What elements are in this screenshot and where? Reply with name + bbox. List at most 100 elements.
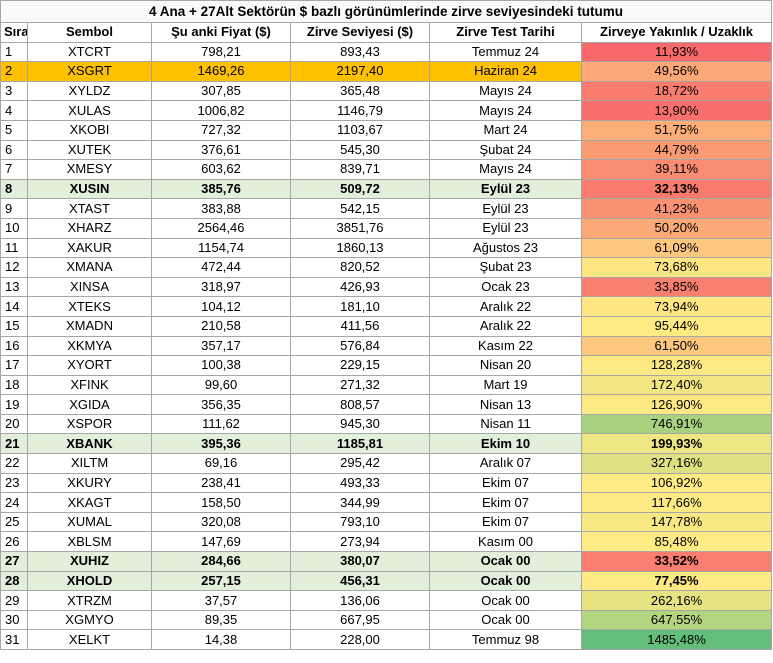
- cell-symbol[interactable]: XBLSM: [27, 531, 152, 553]
- cell-peak-test-date[interactable]: Ekim 07: [429, 472, 582, 494]
- cell-peak-test-date[interactable]: Ekim 07: [429, 511, 582, 533]
- cell-peak-test-date[interactable]: Mayıs 24: [429, 100, 582, 121]
- cell-symbol[interactable]: XYORT: [27, 355, 152, 376]
- cell-symbol[interactable]: XUSIN: [27, 178, 152, 200]
- cell-symbol[interactable]: XKMYA: [27, 335, 152, 357]
- cell-symbol[interactable]: XULAS: [27, 100, 152, 121]
- cell-peak-test-date[interactable]: Nisan 20: [429, 355, 582, 376]
- cell-distance-to-peak[interactable]: 61,09%: [580, 237, 773, 259]
- cell-symbol[interactable]: XELKT: [27, 629, 152, 650]
- cell-peak-test-date[interactable]: Eylül 23: [429, 178, 582, 200]
- header-rank[interactable]: Sıra: [0, 22, 28, 43]
- cell-current-price[interactable]: 603,62: [151, 159, 291, 180]
- cell-current-price[interactable]: 357,17: [151, 335, 291, 357]
- cell-distance-to-peak[interactable]: 77,45%: [580, 570, 773, 592]
- cell-rank[interactable]: 24: [0, 492, 28, 513]
- cell-symbol[interactable]: XMANA: [27, 257, 152, 278]
- cell-peak-test-date[interactable]: Mayıs 24: [429, 159, 582, 180]
- cell-distance-to-peak[interactable]: 51,75%: [580, 119, 773, 141]
- cell-peak-test-date[interactable]: Eylül 23: [429, 217, 582, 239]
- cell-rank[interactable]: 5: [0, 119, 28, 141]
- cell-current-price[interactable]: 472,44: [151, 257, 291, 278]
- cell-rank[interactable]: 3: [0, 80, 28, 102]
- cell-distance-to-peak[interactable]: 262,16%: [580, 590, 773, 611]
- cell-distance-to-peak[interactable]: 61,50%: [580, 335, 773, 357]
- cell-peak-test-date[interactable]: Ocak 00: [429, 551, 582, 572]
- cell-distance-to-peak[interactable]: 126,90%: [580, 394, 773, 415]
- cell-peak-level[interactable]: 945,30: [290, 413, 430, 435]
- cell-peak-test-date[interactable]: Aralık 07: [429, 453, 582, 474]
- cell-current-price[interactable]: 99,60: [151, 374, 291, 396]
- cell-peak-test-date[interactable]: Mart 19: [429, 374, 582, 396]
- cell-peak-test-date[interactable]: Temmuz 24: [429, 41, 582, 63]
- cell-current-price[interactable]: 100,38: [151, 355, 291, 376]
- cell-symbol[interactable]: XSGRT: [27, 61, 152, 82]
- cell-current-price[interactable]: 376,61: [151, 139, 291, 161]
- cell-peak-level[interactable]: 839,71: [290, 159, 430, 180]
- cell-peak-test-date[interactable]: Eylül 23: [429, 198, 582, 219]
- cell-distance-to-peak[interactable]: 1485,48%: [580, 629, 773, 650]
- cell-symbol[interactable]: XBANK: [27, 433, 152, 455]
- cell-current-price[interactable]: 727,32: [151, 119, 291, 141]
- cell-rank[interactable]: 20: [0, 413, 28, 435]
- cell-peak-level[interactable]: 893,43: [290, 41, 430, 63]
- cell-peak-test-date[interactable]: Kasım 00: [429, 531, 582, 553]
- header-symbol[interactable]: Sembol: [27, 22, 152, 43]
- cell-current-price[interactable]: 1469,26: [151, 61, 291, 82]
- cell-distance-to-peak[interactable]: 117,66%: [580, 492, 773, 513]
- cell-peak-test-date[interactable]: Nisan 11: [429, 413, 582, 435]
- cell-rank[interactable]: 29: [0, 590, 28, 611]
- cell-peak-level[interactable]: 545,30: [290, 139, 430, 161]
- header-distance-to-peak[interactable]: Zirveye Yakınlık / Uzaklık: [580, 22, 773, 43]
- cell-rank[interactable]: 14: [0, 296, 28, 317]
- cell-distance-to-peak[interactable]: 128,28%: [580, 355, 773, 376]
- cell-rank[interactable]: 2: [0, 61, 28, 82]
- cell-peak-level[interactable]: 365,48: [290, 80, 430, 102]
- cell-peak-test-date[interactable]: Ekim 07: [429, 492, 582, 513]
- cell-distance-to-peak[interactable]: 49,56%: [580, 61, 773, 82]
- cell-peak-level[interactable]: 411,56: [290, 315, 430, 337]
- cell-current-price[interactable]: 318,97: [151, 276, 291, 298]
- cell-symbol[interactable]: XKURY: [27, 472, 152, 494]
- cell-symbol[interactable]: XTEKS: [27, 296, 152, 317]
- cell-rank[interactable]: 11: [0, 237, 28, 259]
- cell-distance-to-peak[interactable]: 44,79%: [580, 139, 773, 161]
- cell-peak-level[interactable]: 1103,67: [290, 119, 430, 141]
- cell-current-price[interactable]: 89,35: [151, 609, 291, 631]
- cell-peak-test-date[interactable]: Ocak 00: [429, 570, 582, 592]
- cell-peak-level[interactable]: 808,57: [290, 394, 430, 415]
- header-peak-test-date[interactable]: Zirve Test Tarihi: [429, 22, 582, 43]
- cell-peak-level[interactable]: 344,99: [290, 492, 430, 513]
- cell-symbol[interactable]: XHOLD: [27, 570, 152, 592]
- cell-current-price[interactable]: 111,62: [151, 413, 291, 435]
- cell-distance-to-peak[interactable]: 50,20%: [580, 217, 773, 239]
- cell-peak-level[interactable]: 509,72: [290, 178, 430, 200]
- cell-distance-to-peak[interactable]: 106,92%: [580, 472, 773, 494]
- cell-rank[interactable]: 15: [0, 315, 28, 337]
- cell-rank[interactable]: 9: [0, 198, 28, 219]
- cell-symbol[interactable]: XKAGT: [27, 492, 152, 513]
- cell-rank[interactable]: 8: [0, 178, 28, 200]
- cell-peak-test-date[interactable]: Şubat 24: [429, 139, 582, 161]
- cell-distance-to-peak[interactable]: 39,11%: [580, 159, 773, 180]
- cell-peak-level[interactable]: 228,00: [290, 629, 430, 650]
- cell-current-price[interactable]: 307,85: [151, 80, 291, 102]
- cell-distance-to-peak[interactable]: 147,78%: [580, 511, 773, 533]
- cell-peak-test-date[interactable]: Ocak 23: [429, 276, 582, 298]
- cell-peak-level[interactable]: 3851,76: [290, 217, 430, 239]
- cell-peak-level[interactable]: 295,42: [290, 453, 430, 474]
- cell-peak-test-date[interactable]: Aralık 22: [429, 296, 582, 317]
- cell-rank[interactable]: 30: [0, 609, 28, 631]
- cell-current-price[interactable]: 385,76: [151, 178, 291, 200]
- cell-rank[interactable]: 22: [0, 453, 28, 474]
- cell-peak-test-date[interactable]: Kasım 22: [429, 335, 582, 357]
- cell-peak-level[interactable]: 181,10: [290, 296, 430, 317]
- cell-current-price[interactable]: 147,69: [151, 531, 291, 553]
- cell-symbol[interactable]: XKOBI: [27, 119, 152, 141]
- cell-current-price[interactable]: 284,66: [151, 551, 291, 572]
- cell-current-price[interactable]: 210,58: [151, 315, 291, 337]
- cell-peak-level[interactable]: 2197,40: [290, 61, 430, 82]
- cell-symbol[interactable]: XHARZ: [27, 217, 152, 239]
- cell-rank[interactable]: 10: [0, 217, 28, 239]
- cell-symbol[interactable]: XINSA: [27, 276, 152, 298]
